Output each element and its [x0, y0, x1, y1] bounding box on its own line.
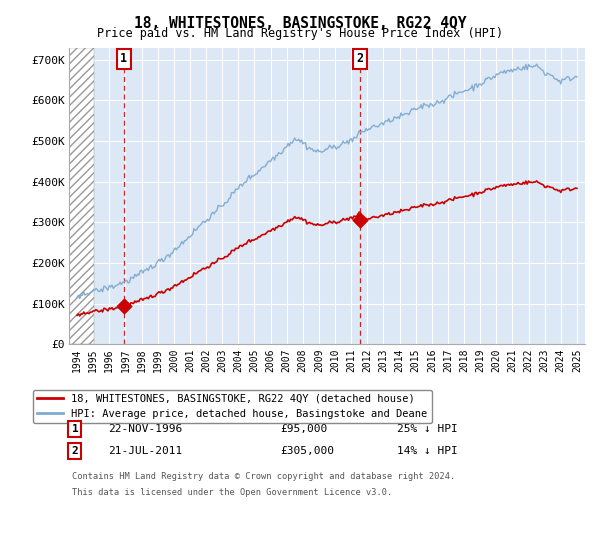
- Text: 14% ↓ HPI: 14% ↓ HPI: [397, 446, 457, 456]
- Text: Contains HM Land Registry data © Crown copyright and database right 2024.: Contains HM Land Registry data © Crown c…: [71, 472, 455, 481]
- Text: 25% ↓ HPI: 25% ↓ HPI: [397, 424, 457, 434]
- Text: 22-NOV-1996: 22-NOV-1996: [108, 424, 182, 434]
- Point: [355, 216, 365, 225]
- Text: Price paid vs. HM Land Registry's House Price Index (HPI): Price paid vs. HM Land Registry's House …: [97, 27, 503, 40]
- Point: [119, 301, 128, 310]
- Text: £95,000: £95,000: [281, 424, 328, 434]
- Text: 2: 2: [356, 53, 364, 66]
- Text: 1: 1: [120, 53, 127, 66]
- Legend: 18, WHITESTONES, BASINGSTOKE, RG22 4QY (detached house), HPI: Average price, det: 18, WHITESTONES, BASINGSTOKE, RG22 4QY (…: [33, 390, 432, 423]
- Text: 21-JUL-2011: 21-JUL-2011: [108, 446, 182, 456]
- Text: 1: 1: [71, 424, 79, 434]
- Text: This data is licensed under the Open Government Licence v3.0.: This data is licensed under the Open Gov…: [71, 488, 392, 497]
- Text: 2: 2: [71, 446, 79, 456]
- Text: £305,000: £305,000: [281, 446, 335, 456]
- Text: 18, WHITESTONES, BASINGSTOKE, RG22 4QY: 18, WHITESTONES, BASINGSTOKE, RG22 4QY: [134, 16, 466, 31]
